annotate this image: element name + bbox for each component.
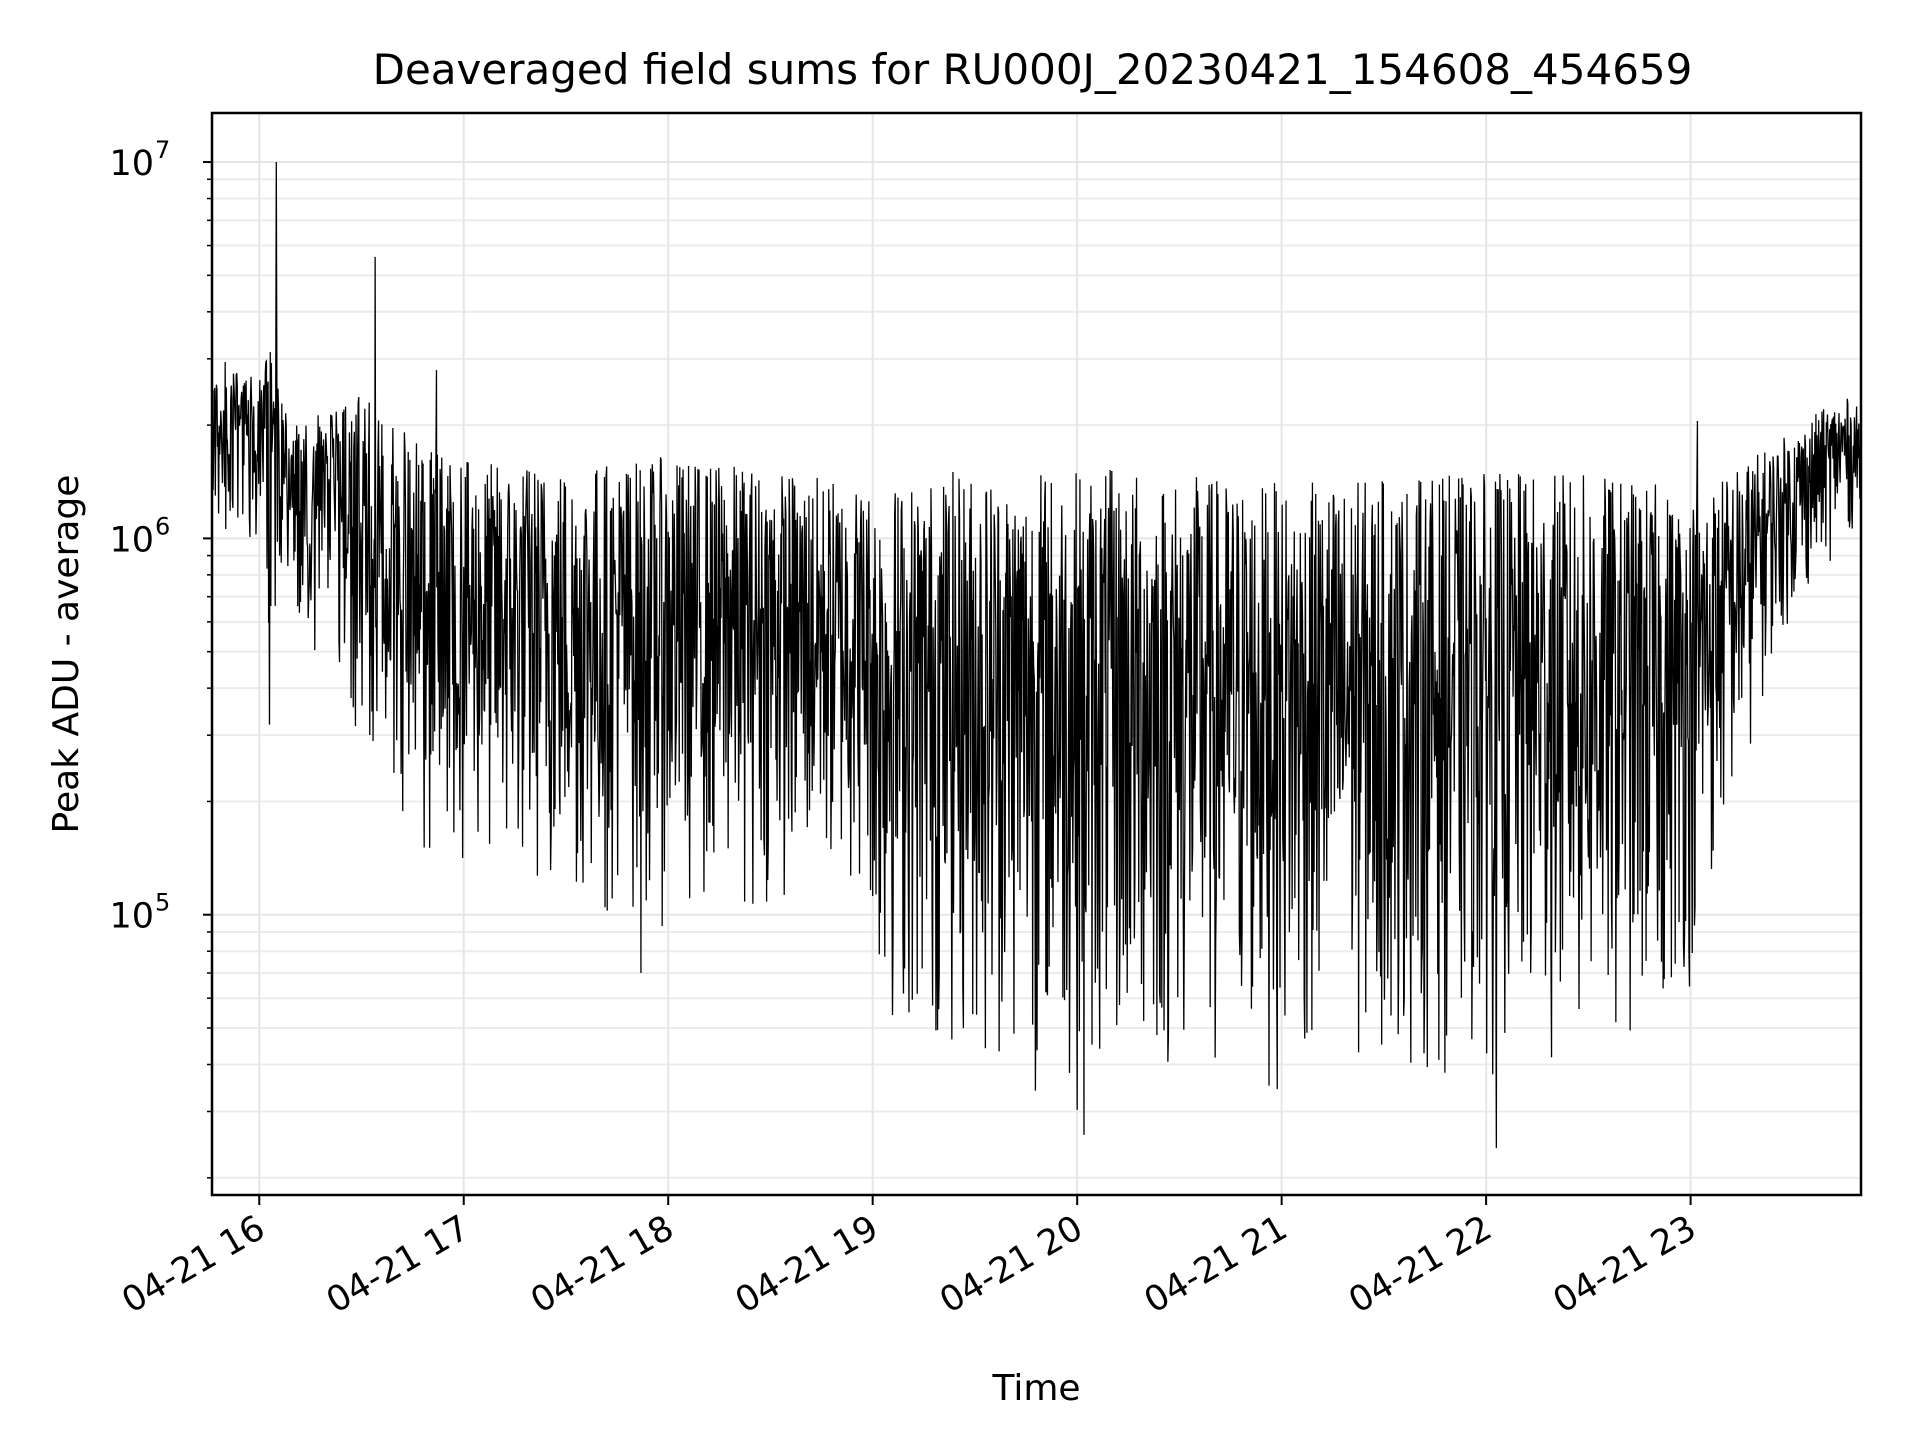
- y-tick-label: 10: [109, 520, 154, 560]
- x-tick-label: 04-21 19: [729, 1208, 885, 1321]
- y-tick-label-exponent: 7: [155, 136, 170, 164]
- x-tick-label: 04-21 16: [115, 1208, 271, 1321]
- y-tick-label: 10: [109, 144, 154, 184]
- y-axis-label: Peak ADU - average: [46, 475, 87, 834]
- plot-frame: [210, 111, 1863, 1197]
- y-tick-label-exponent: 5: [155, 889, 170, 917]
- chart-title: Deaveraged field sums for RU000J_2023042…: [373, 45, 1693, 94]
- x-axis-label: Time: [991, 1368, 1080, 1409]
- series-line: [211, 162, 1862, 1148]
- x-tick-label: 04-21 17: [320, 1208, 476, 1321]
- x-tick-label: 04-21 18: [524, 1208, 680, 1321]
- x-tick-label: 04-21 22: [1342, 1208, 1498, 1321]
- y-tick-label: 10: [109, 897, 154, 937]
- x-tick-label: 04-21 21: [1138, 1208, 1294, 1321]
- data-layer: [211, 162, 1862, 1148]
- y-tick-label-exponent: 6: [155, 512, 170, 540]
- x-tick-label: 04-21 23: [1547, 1208, 1703, 1321]
- x-tick-label: 04-21 20: [933, 1208, 1089, 1321]
